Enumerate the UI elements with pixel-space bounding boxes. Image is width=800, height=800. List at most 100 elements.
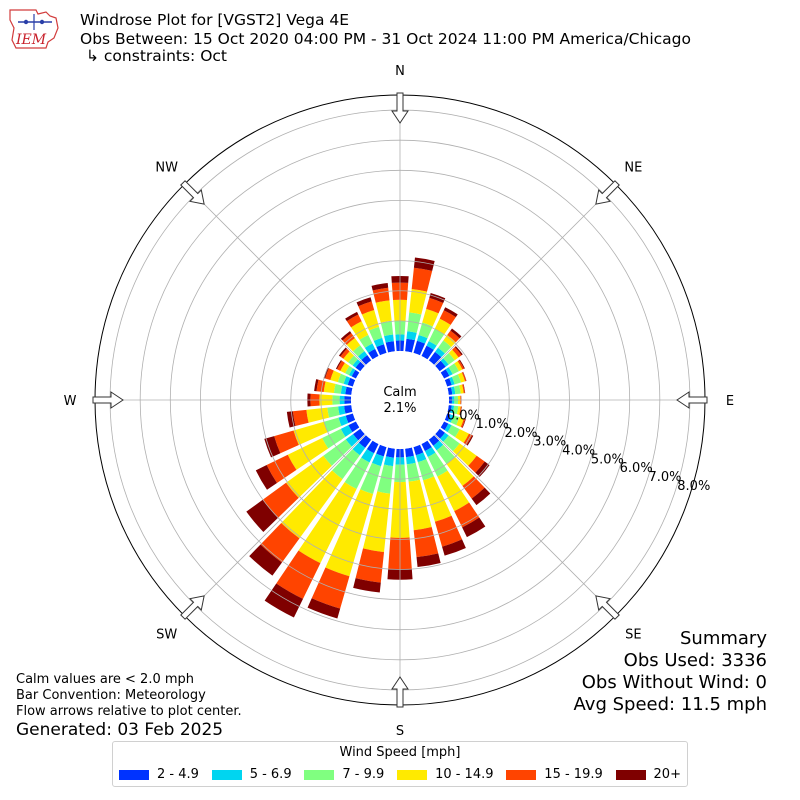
- bar-segment-120-2: [447, 425, 460, 438]
- bar-segment-250-0: [345, 413, 356, 423]
- bar-segment-50-5: [454, 346, 463, 356]
- bar-segment-230-2: [323, 439, 352, 466]
- legend-label-2: 7 - 9.9: [342, 767, 385, 782]
- bar-segment-200-0: [376, 444, 387, 457]
- bar-segment-220-1: [352, 442, 366, 456]
- bar-segment-10-5: [413, 257, 435, 271]
- bar-segment-150-0: [421, 440, 432, 452]
- bar-segment-290-0: [347, 377, 356, 387]
- bar-segment-260-3: [306, 407, 330, 423]
- radial-tick-7: 7.0%: [648, 470, 681, 485]
- bar-segment-350-4: [372, 287, 390, 303]
- direction-label-SW: SW: [156, 627, 177, 642]
- bar-segment-330-0: [368, 348, 379, 360]
- legend-item-3: 10 - 14.9: [397, 767, 494, 782]
- bar-segment-10-2: [407, 312, 422, 333]
- summary-obs-used: Obs Used: 3336: [623, 650, 767, 671]
- bar-segment-240-3: [287, 437, 329, 470]
- bar-segment-60-5: [459, 359, 465, 369]
- bar-segment-240-1: [340, 425, 353, 437]
- bar-segment-100-0: [447, 405, 452, 413]
- bar-segment-290-4: [325, 368, 334, 381]
- bar-segment-340-4: [358, 301, 375, 315]
- bar-segment-140-0: [428, 435, 440, 446]
- bar-segment-290-3: [330, 370, 341, 383]
- bar-segment-160-3: [423, 476, 452, 522]
- bar-segment-120-3: [455, 429, 469, 443]
- bar-segment-50-1: [440, 358, 449, 367]
- bar-segment-230-0: [353, 428, 365, 441]
- bar-segment-140-4: [462, 476, 485, 499]
- bar-segment-110-2: [450, 415, 460, 426]
- bar-segment-350-5: [371, 282, 389, 291]
- bar-segment-330-1: [364, 343, 376, 353]
- bar-segment-140-2: [436, 444, 455, 465]
- flow-arrow-S: [391, 676, 409, 708]
- bar-segment-350-1: [384, 334, 394, 343]
- bar-segment-280-1: [340, 385, 347, 395]
- bar-segment-230-1: [345, 434, 359, 447]
- grid-spoke-315: [184, 184, 366, 366]
- flow-arrow-NE: [595, 180, 620, 205]
- bar-segment-320-4: [342, 333, 355, 345]
- bar-segment-230-3: [286, 455, 332, 498]
- bar-segment-300-5: [335, 360, 342, 370]
- bar-segment-340-0: [376, 344, 387, 356]
- summary-block: Summary Obs Used: 3336 Obs Without Wind:…: [574, 628, 767, 716]
- bar-segment-330-2: [359, 334, 373, 348]
- bar-segment-50-0: [435, 360, 446, 372]
- bar-segment-150-3: [437, 470, 470, 512]
- note-flow-arrows: Flow arrows relative to plot center.: [16, 704, 242, 719]
- bar-segment-170-0: [405, 447, 414, 458]
- bar-segment-60-4: [457, 360, 465, 370]
- bar-segment-10-3: [409, 288, 428, 315]
- bar-segment-310-4: [340, 348, 350, 359]
- bar-segment-330-3: [351, 321, 369, 340]
- summary-heading: Summary: [680, 628, 767, 649]
- legend-label-5: 20+: [653, 767, 681, 782]
- flow-arrow-E: [676, 391, 708, 409]
- bar-segment-70-2: [451, 374, 461, 385]
- bar-segment-130-3: [453, 443, 477, 466]
- legend-swatch-5: [615, 769, 646, 780]
- radial-tick-2: 2.0%: [504, 426, 537, 441]
- bar-segment-190-4: [355, 548, 385, 583]
- direction-label-E: E: [726, 394, 734, 409]
- bar-segment-20-3: [422, 308, 439, 327]
- legend-item-0: 2 - 4.9: [119, 767, 199, 782]
- legend-item-4: 15 - 19.9: [506, 767, 603, 782]
- bar-segment-280-4: [316, 379, 326, 392]
- summary-obs-without-wind: Obs Without Wind: 0: [581, 672, 767, 693]
- bar-segment-40-4: [447, 330, 460, 343]
- bar-segment-210-1: [361, 449, 375, 463]
- calm-label: Calm: [383, 385, 416, 400]
- bar-segment-240-2: [322, 428, 346, 449]
- radial-tick-5: 5.0%: [591, 452, 624, 467]
- legend-item-2: 7 - 9.9: [304, 767, 384, 782]
- bar-segment-320-1: [358, 351, 368, 360]
- bar-segment-140-1: [433, 440, 444, 451]
- bar-segment-240-4: [266, 454, 297, 483]
- bar-segment-250-2: [323, 417, 342, 433]
- bar-segment-30-4: [439, 310, 456, 325]
- legend-swatch-3: [397, 769, 428, 780]
- legend: Wind Speed [mph] 2 - 4.9 5 - 6.9 7 - 9.9 10…: [112, 741, 688, 787]
- bar-segment-20-0: [413, 340, 426, 356]
- bar-segment-40-2: [438, 340, 452, 354]
- legend-swatch-1: [211, 769, 242, 780]
- bar-segment-200-3: [325, 489, 374, 577]
- bar-segment-220-2: [332, 449, 360, 480]
- bar-segment-330-4: [346, 314, 362, 328]
- direction-label-NE: NE: [624, 161, 642, 176]
- bar-segment-220-0: [358, 435, 372, 448]
- legend-label-0: 2 - 4.9: [157, 767, 199, 782]
- bar-segment-80-1: [451, 386, 456, 395]
- bar-segment-250-1: [338, 415, 349, 427]
- bar-segment-100-2: [452, 405, 459, 415]
- bar-segment-260-2: [327, 406, 340, 418]
- header-title: Windrose Plot for [VGST2] Vega 4E: [80, 11, 350, 29]
- note-calm-definition: Calm values are < 2.0 mph: [16, 672, 195, 687]
- bar-segment-200-5: [307, 598, 341, 619]
- bar-segment-60-0: [440, 369, 450, 379]
